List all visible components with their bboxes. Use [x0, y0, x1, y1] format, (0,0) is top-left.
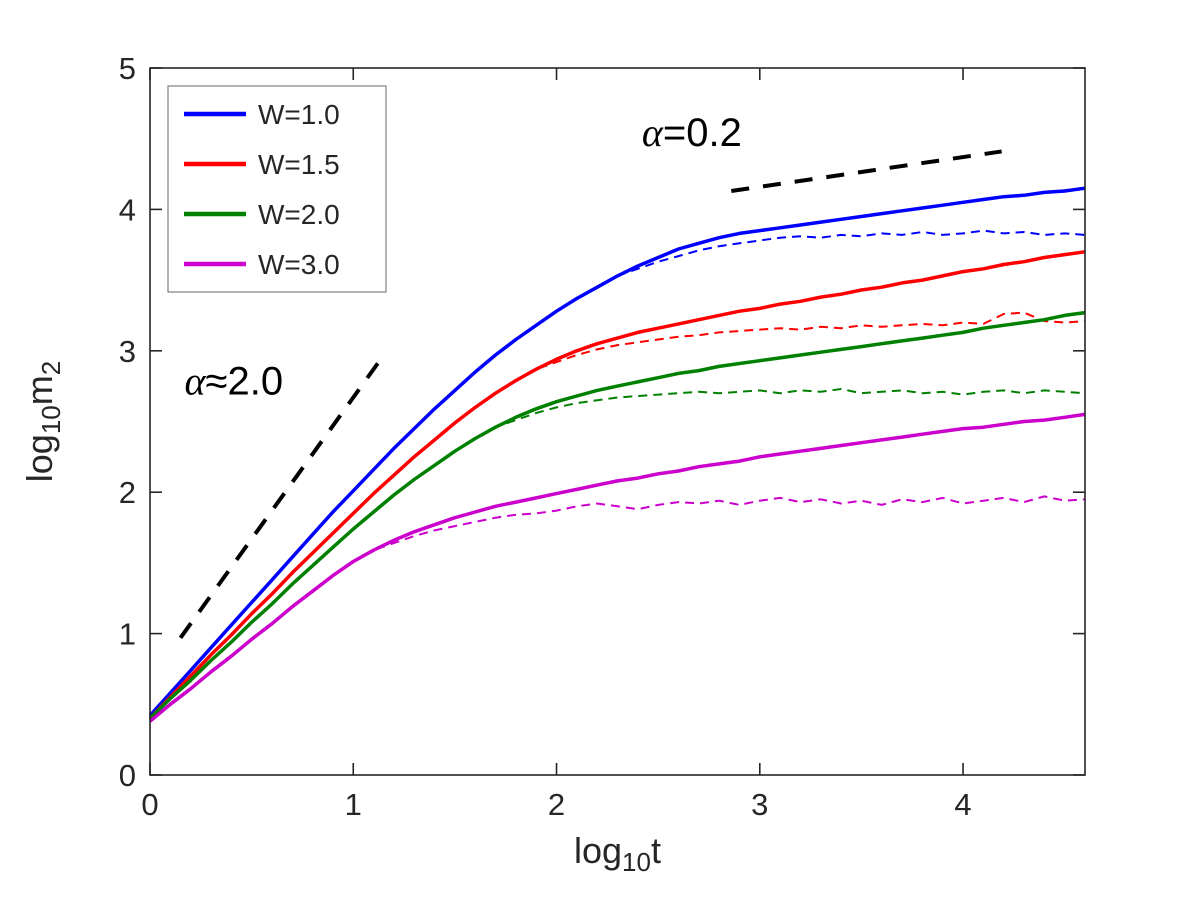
y-tick-label: 0	[119, 758, 136, 793]
series-line-w-1.5	[148, 250, 1086, 720]
y-tick-label: 4	[119, 192, 136, 227]
series-line-w-2.0-dashed	[149, 388, 1086, 720]
legend-label: W=1.5	[258, 149, 340, 180]
legend-item-w-1.0: W=1.0	[184, 99, 340, 130]
series-line-w-2.0	[148, 310, 1086, 720]
slope-annotation: α≈2.0	[185, 359, 284, 404]
legend-label: W=1.0	[258, 99, 340, 130]
series-line-w-1.0-dashed	[149, 229, 1086, 717]
axis-ticks: 0 1 2 3 4 0 1 2 3 4 5	[119, 51, 1085, 822]
x-tick-label: 4	[954, 787, 971, 822]
slope-annotation: α=0.2	[642, 110, 742, 155]
legend: W=1.0 W=1.5 W=2.0 W=3.0	[167, 85, 387, 293]
y-tick-label: 5	[119, 51, 136, 86]
reference-dashed-line	[178, 359, 382, 640]
y-tick-label: 1	[119, 617, 136, 652]
legend-label: W=2.0	[258, 199, 340, 230]
legend-item-w-2.0: W=2.0	[184, 199, 340, 230]
legend-box	[167, 85, 387, 293]
y-tick-label: 3	[119, 334, 136, 369]
reference-dashed-line	[731, 149, 1002, 193]
legend-label: W=3.0	[258, 249, 340, 280]
x-tick-label: 1	[345, 787, 362, 822]
y-axis-label: log10m2	[19, 361, 66, 482]
reference-lines	[178, 149, 1002, 640]
series-lines	[148, 186, 1086, 723]
x-axis-label: log10t	[574, 830, 661, 877]
plot-border	[149, 67, 1086, 776]
series-line-w-1.0	[148, 186, 1086, 717]
x-tick-label: 3	[751, 787, 768, 822]
legend-item-w-1.5: W=1.5	[184, 149, 340, 180]
legend-item-w-3.0: W=3.0	[184, 249, 340, 280]
series-line-w-1.5-dashed	[149, 311, 1086, 720]
series-line-w-3.0	[148, 412, 1086, 723]
x-tick-label: 0	[141, 787, 158, 822]
y-tick-label: 2	[119, 475, 136, 510]
x-tick-label: 2	[548, 787, 565, 822]
